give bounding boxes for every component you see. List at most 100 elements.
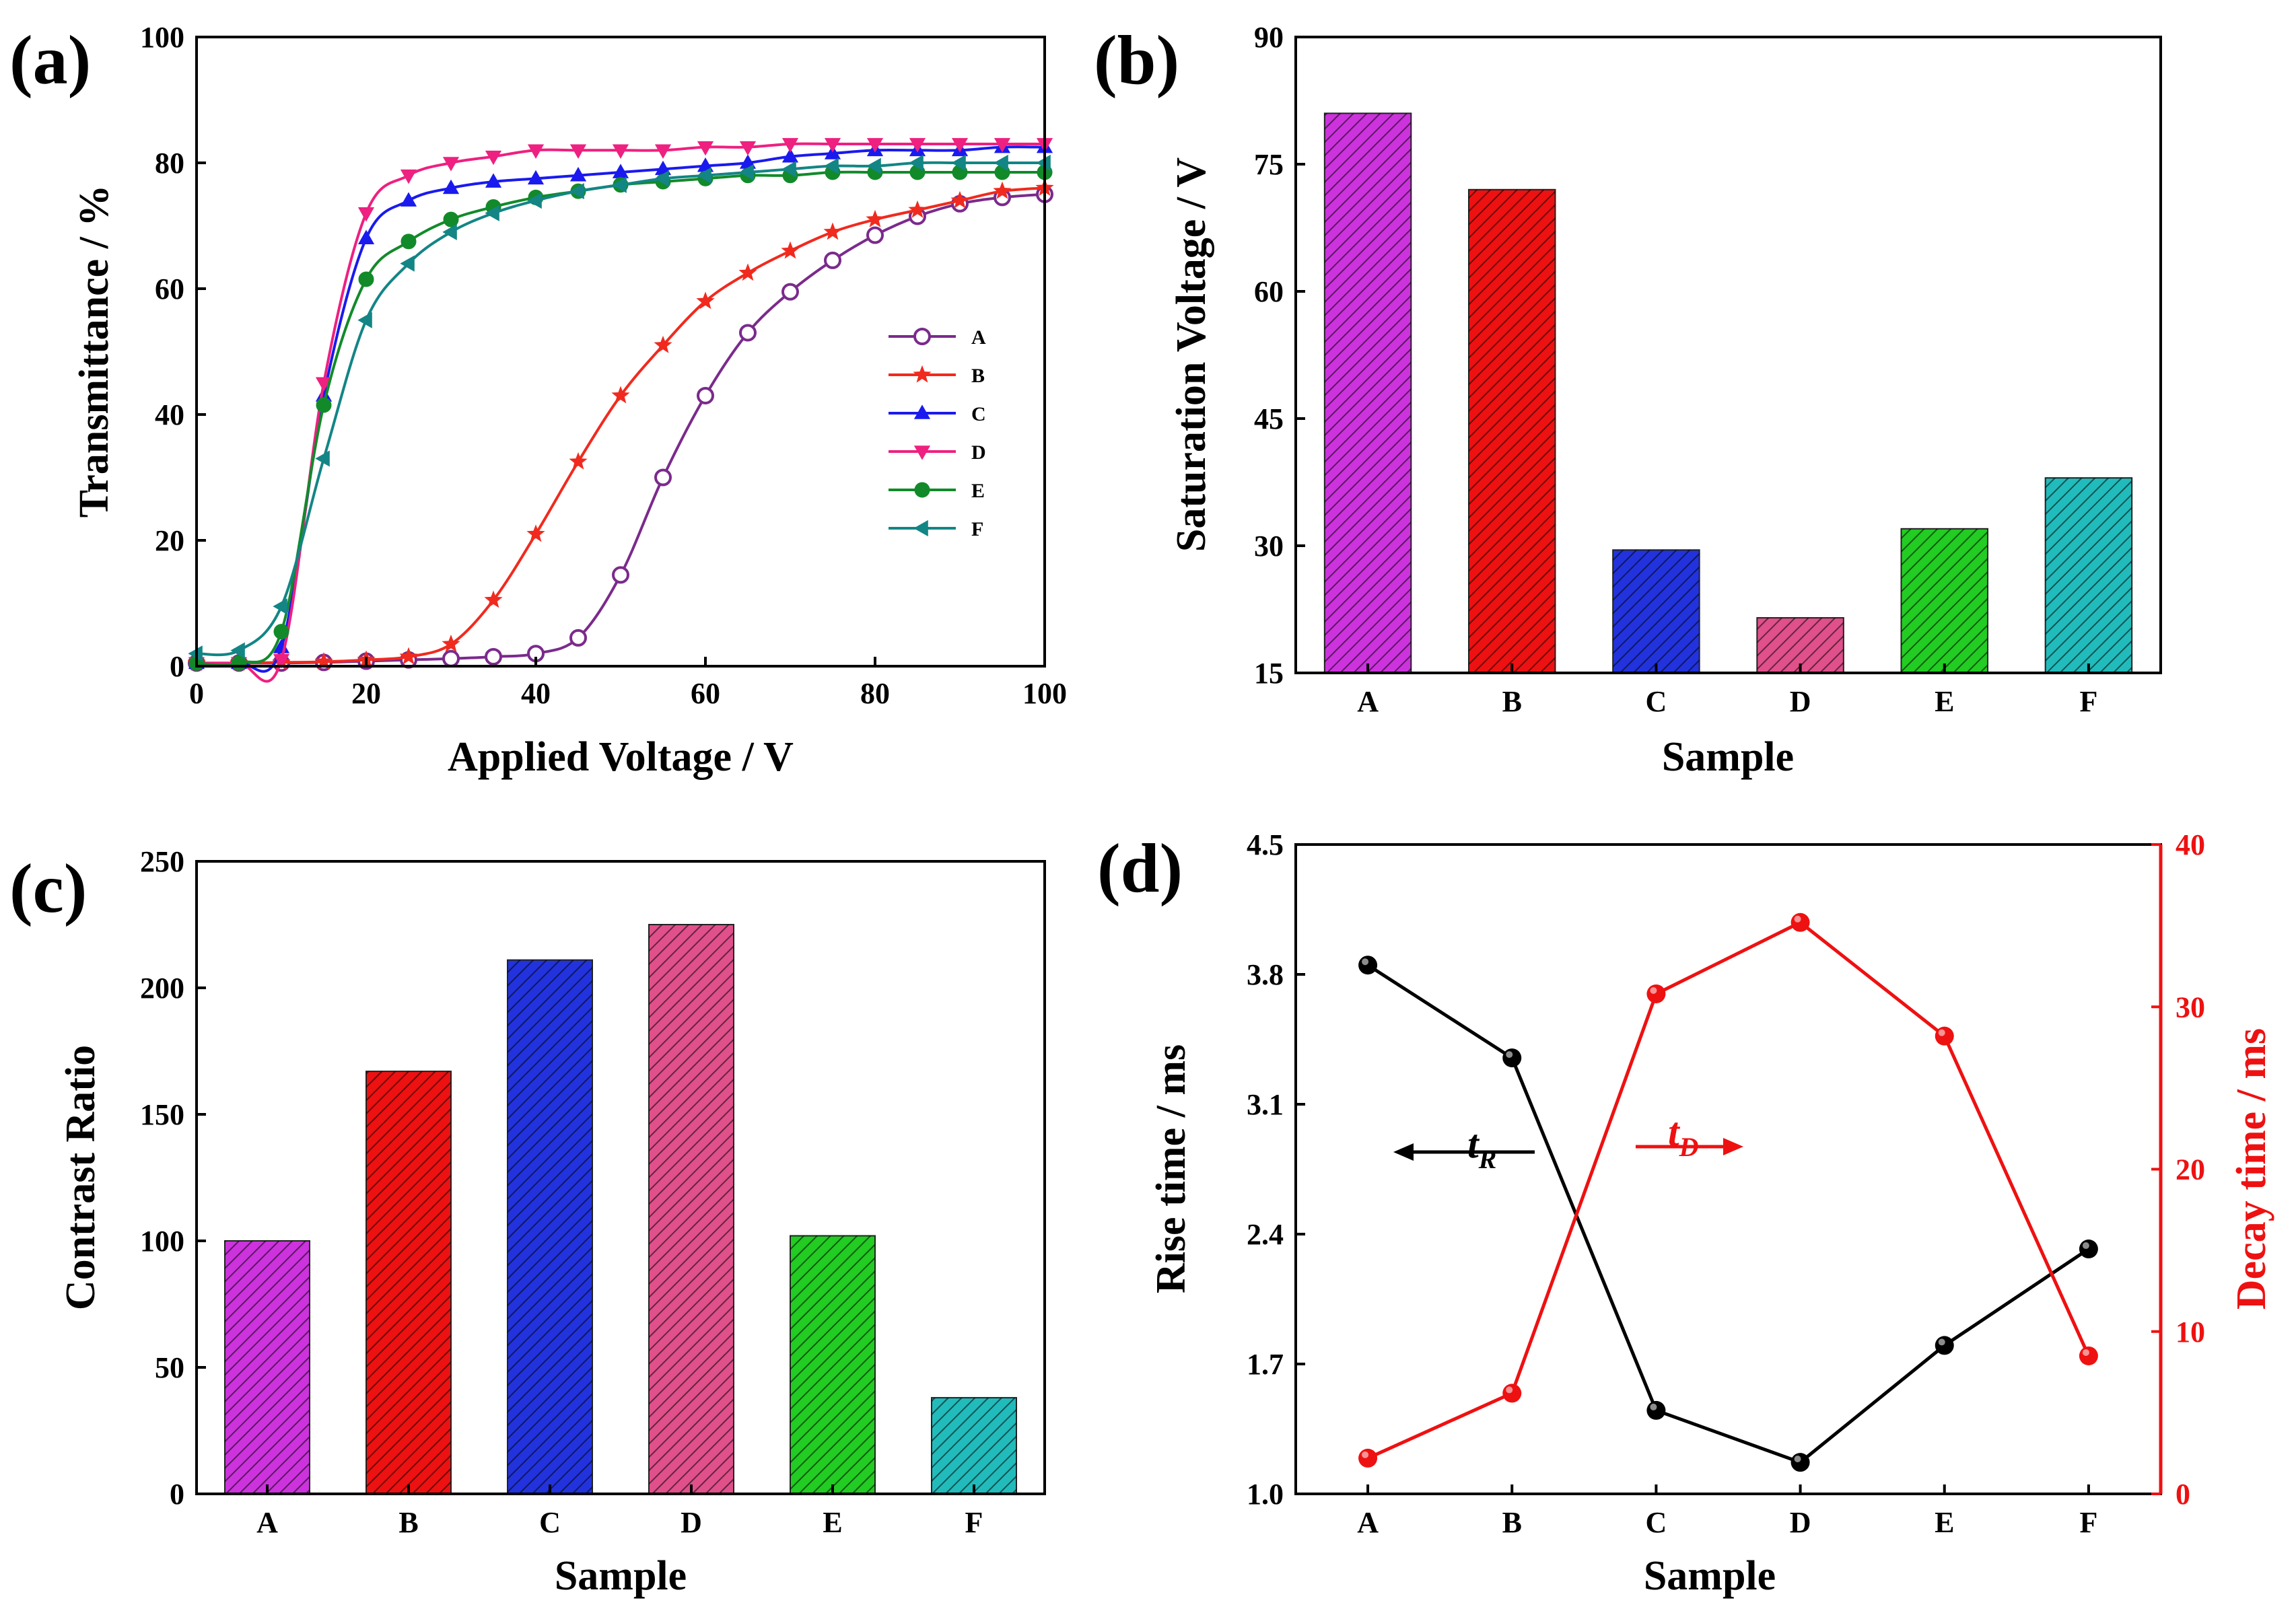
panel-d-y-tick-label-right: 0 [2176, 1478, 2190, 1511]
series-A-point [612, 566, 629, 584]
panel-a-y-tick-label: 80 [155, 147, 184, 180]
series-F-point [866, 157, 881, 174]
panel-b-y-tick-label: 75 [1254, 148, 1284, 181]
panel-b-bar-A-hatch [1324, 113, 1412, 673]
series-D-point [273, 653, 290, 669]
legend-D-label: D [971, 441, 986, 464]
series-D-point [697, 141, 714, 156]
series-tR-point-highlight [1506, 1051, 1513, 1058]
series-D-point [654, 144, 672, 159]
series-C-point [697, 157, 714, 172]
series-tD-line [1367, 920, 2091, 1460]
series-tD-point [1358, 1448, 1378, 1468]
series-F-point [485, 205, 499, 221]
panel-c-x-tick-label: C [539, 1506, 561, 1539]
panel-d-y-tick-label-right: 30 [2176, 991, 2205, 1024]
series-A-point [739, 324, 757, 342]
series-A-point [824, 251, 841, 269]
series-F-point [612, 176, 627, 193]
legend-B-marker [913, 365, 932, 383]
series-C-point [781, 148, 799, 163]
panel-c-y-tick-label: 0 [170, 1478, 184, 1511]
series-C-point [315, 387, 333, 402]
series-B-point [314, 652, 333, 670]
legend-F-marker [913, 519, 928, 537]
series-tR-point-highlight [2082, 1242, 2089, 1250]
series-A-point [697, 386, 714, 404]
series-D-point [485, 150, 502, 166]
series-tD-point [1502, 1384, 1522, 1403]
panel-c-ticks: A B C D E F 0 50 100 150 200 250 [140, 845, 983, 1539]
series-E-point [273, 624, 289, 640]
series-tD-point-highlight [1938, 1029, 1945, 1036]
panel-d-x-tick-label: B [1502, 1506, 1522, 1539]
legend-F-label: F [971, 518, 983, 540]
panel-d-x-axis-label: Sample [1644, 1553, 1776, 1599]
series-B-point [569, 452, 588, 470]
series-C-point [400, 192, 417, 207]
panel-b-x-tick-label: A [1357, 685, 1379, 718]
series-B-point [823, 222, 842, 240]
panel-b-y-tick-label: 90 [1254, 21, 1284, 54]
series-F-point [400, 255, 415, 272]
series-tR-point [1502, 1048, 1522, 1068]
series-C-point [485, 173, 502, 188]
panel-b-x-tick-label: F [2079, 685, 2097, 718]
series-F-point [230, 642, 245, 659]
panel-d-y-tick-label-left: 3.1 [1247, 1088, 1284, 1121]
panel-c-contrast-ratio: (c) A B C D E F 0 50 100 150 200 250 Sample Contras… [9, 845, 1046, 1599]
tr-annotation-main: t [1467, 1122, 1480, 1166]
series-tD-point-highlight [2082, 1349, 2089, 1356]
series-A-point [485, 647, 502, 666]
panel-c-y-axis-label: Contrast Ratio [58, 1045, 104, 1310]
panel-d-label: (d) [1097, 830, 1183, 907]
panel-c-bar-A-hatch [225, 1241, 310, 1494]
series-tR-point-highlight [1362, 958, 1369, 966]
panel-a-transmittance: (a) 0 20 40 60 80 100 0 20 40 60 80 100 Applied Vol… [9, 21, 1067, 780]
series-tR-point [1646, 1400, 1666, 1420]
panel-d-y-tick-label-left: 1.0 [1247, 1478, 1284, 1511]
series-D-point [824, 138, 841, 153]
panel-a-y-tick-label: 60 [155, 273, 184, 306]
panel-b-x-tick-label: C [1646, 685, 1667, 718]
series-tD-point [1790, 912, 1810, 932]
legend-B-label: B [971, 365, 985, 387]
td-arrow-head-icon [1723, 1138, 1743, 1155]
series-A-point [569, 629, 587, 647]
series-D-point [569, 144, 587, 159]
panel-b-bar-B-hatch [1469, 189, 1556, 673]
panel-a-x-tick-label: 60 [691, 677, 720, 710]
series-B-point [611, 386, 630, 404]
series-tR-line [1366, 964, 2090, 1464]
panel-d-y-tick-label-left: 3.8 [1247, 958, 1284, 991]
series-tR-point-highlight [1794, 1456, 1801, 1463]
series-C-point [357, 229, 375, 244]
series-tD-point-highlight [1506, 1386, 1513, 1394]
series-C-point [654, 160, 672, 176]
series-F-point [994, 154, 1008, 172]
panel-c-y-tick-label: 250 [140, 845, 184, 878]
panel-c-label: (c) [9, 850, 87, 927]
panel-d-y-axis-label-left: Rise time / ms [1148, 1044, 1194, 1293]
series-D-point [951, 138, 969, 153]
series-F-point [951, 154, 966, 172]
series-tD-point-highlight [1794, 915, 1801, 923]
panel-a-y-axis-label: Transmittance / % [71, 185, 117, 518]
panel-c-x-tick-label: F [965, 1506, 983, 1539]
panel-b-frame [1294, 36, 2162, 674]
panel-a-x-tick-label: 100 [1022, 677, 1067, 710]
series-C-point [739, 154, 757, 169]
series-D-point [400, 169, 417, 184]
series-tD-point-highlight [1362, 1451, 1369, 1458]
panel-c-x-tick-label: D [681, 1506, 702, 1539]
panel-b-bar-E-hatch [1901, 528, 1988, 673]
panel-d-y-tick-label-left: 4.5 [1247, 828, 1284, 861]
series-tD-point [2079, 1346, 2098, 1365]
panel-c-bar-D-hatch [649, 925, 734, 1494]
series-D-point [357, 207, 375, 222]
panel-d-x-tick-label: C [1646, 1506, 1667, 1539]
panel-c-frame [195, 860, 1046, 1495]
panel-d-y-tick-label-right: 20 [2176, 1153, 2205, 1186]
